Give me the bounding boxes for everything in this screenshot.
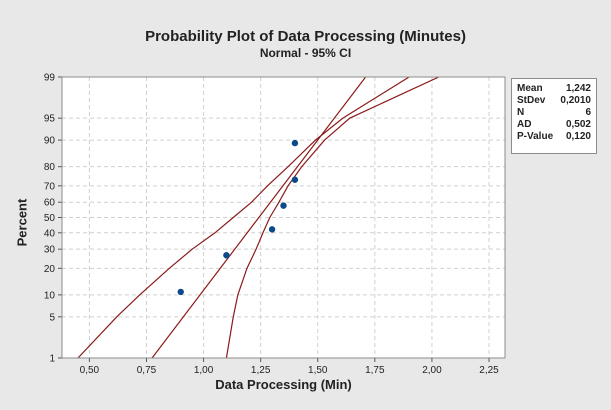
stat-label: N [517, 107, 525, 118]
x-tick-label: 1,75 [365, 365, 385, 376]
y-tick-label: 99 [44, 73, 56, 84]
y-axis-label: Percent [14, 198, 30, 247]
stat-label: Mean [517, 83, 543, 94]
y-tick-label: 10 [44, 290, 56, 301]
y-tick-label: 80 [44, 162, 56, 173]
stat-value: 0,120 [565, 131, 591, 142]
stat-row: StDev 0,2010 [512, 95, 596, 107]
x-tick-label: 1,00 [194, 365, 214, 376]
x-tick-label: 2,25 [479, 365, 499, 376]
x-tick-label: 1,50 [308, 365, 328, 376]
stat-label: StDev [517, 95, 546, 106]
y-tick-label: 50 [44, 213, 56, 224]
y-tick-label: 95 [44, 114, 56, 125]
x-tick-label: 0,75 [137, 365, 157, 376]
stat-row: AD 0,502 [512, 119, 596, 131]
y-tick-label: 60 [44, 198, 56, 209]
stat-value: 0,502 [565, 119, 591, 130]
y-tick-label: 20 [44, 264, 56, 275]
x-axis-label: Data Processing (Min) [215, 377, 352, 392]
fitted-line [151, 77, 367, 358]
y-tick-label: 90 [44, 136, 56, 147]
stat-row: Mean 1,242 [512, 83, 596, 95]
data-point [177, 288, 184, 296]
data-point [223, 252, 230, 259]
chart-title: Probability Plot of Data Processing (Min… [145, 28, 466, 45]
x-tick-label: 1,25 [251, 365, 271, 376]
stat-row: P-Value 0,120 [512, 131, 596, 143]
stat-value: 6 [585, 107, 591, 118]
data-point [291, 139, 299, 147]
stat-label: AD [517, 119, 532, 130]
plot-frame [61, 76, 506, 359]
data-point [280, 202, 287, 209]
y-tick-label: 30 [44, 245, 56, 256]
y-tick-label: 1 [49, 354, 55, 365]
ci-upper-band [225, 77, 440, 358]
y-tick-label: 5 [49, 312, 55, 323]
y-tick-label: 70 [44, 181, 56, 192]
data-point [291, 176, 299, 183]
statistics-legend-box: Mean 1,242 StDev 0,2010 N 6 AD 0,502 P-Value 0,12… [511, 78, 597, 154]
stat-value: 1,242 [565, 83, 591, 94]
stat-value: 0,2010 [560, 95, 591, 106]
ci-lower-band [77, 77, 410, 358]
chart-subtitle: Normal - 95% CI [259, 46, 352, 60]
x-tick-label: 0,50 [80, 365, 100, 376]
data-point [268, 226, 276, 233]
x-tick-label: 2,00 [422, 365, 442, 376]
stat-label: P-Value [517, 131, 554, 142]
y-tick-label: 40 [44, 228, 56, 239]
